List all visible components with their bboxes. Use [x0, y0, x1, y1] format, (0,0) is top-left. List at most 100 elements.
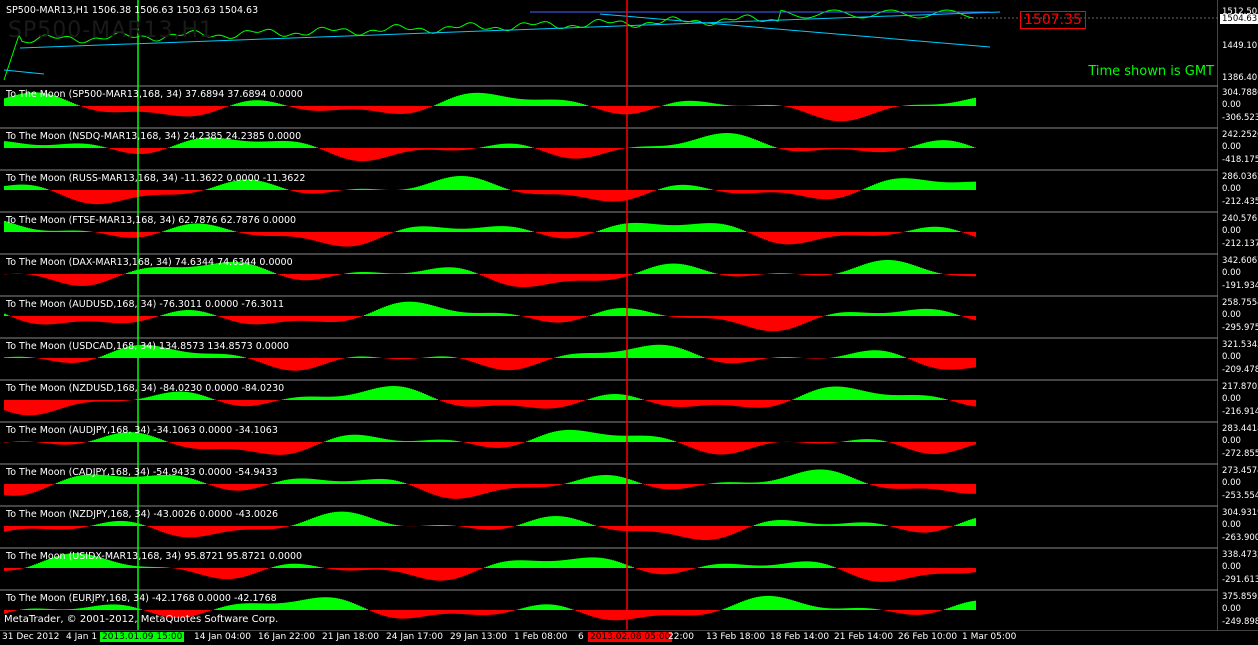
histogram-bar [912, 395, 914, 400]
histogram-bar [460, 268, 462, 274]
histogram-bar [258, 358, 260, 362]
histogram-bar [942, 140, 944, 148]
histogram-bar [332, 358, 334, 361]
histogram-bar [722, 482, 724, 484]
histogram-bar [120, 521, 122, 526]
histogram-bar [970, 274, 972, 276]
histogram-bar [460, 148, 462, 150]
histogram-bar [4, 526, 6, 532]
histogram-bar [474, 358, 476, 363]
histogram-bar [672, 316, 674, 317]
histogram-bar [46, 442, 48, 443]
histogram-bar [374, 479, 376, 484]
histogram-bar [380, 387, 382, 400]
histogram-bar [272, 316, 274, 323]
histogram-bar [108, 316, 110, 323]
histogram-bar [134, 316, 136, 322]
histogram-bar [904, 311, 906, 316]
histogram-bar [262, 232, 264, 236]
histogram-bar [94, 190, 96, 204]
histogram-bar [614, 274, 616, 279]
histogram-bar [400, 387, 402, 400]
histogram-bar [692, 140, 694, 148]
histogram-bar [684, 442, 686, 445]
histogram-bar [122, 106, 124, 112]
histogram-bar [742, 274, 744, 276]
histogram-bar [472, 358, 474, 362]
histogram-bar [418, 271, 420, 274]
histogram-bar [98, 357, 100, 358]
histogram-bar [336, 148, 338, 156]
histogram-bar [830, 106, 832, 120]
histogram-bar [192, 479, 194, 484]
histogram-bar [230, 484, 232, 490]
histogram-bar [862, 232, 864, 236]
histogram-bar [684, 101, 686, 106]
histogram-bar [384, 479, 386, 484]
histogram-bar [694, 139, 696, 148]
histogram-bar [488, 358, 490, 367]
histogram-bar [54, 526, 56, 530]
histogram-bar [96, 524, 98, 526]
histogram-bar [190, 353, 192, 358]
histogram-bar [916, 358, 918, 362]
histogram-bar [310, 442, 312, 447]
histogram-bar [102, 356, 104, 358]
histogram-bar [440, 179, 442, 190]
histogram-bar [578, 316, 580, 319]
histogram-bar [250, 358, 252, 359]
histogram-bar [448, 440, 450, 442]
histogram-bar [878, 440, 880, 442]
histogram-bar [570, 400, 572, 405]
histogram-bar [364, 315, 366, 316]
histogram-bar [150, 316, 152, 319]
histogram-bar [906, 442, 908, 448]
histogram-bar [78, 190, 80, 201]
histogram-bar [200, 395, 202, 400]
histogram-bar [936, 227, 938, 232]
histogram-bar [68, 316, 70, 322]
histogram-bar [724, 316, 726, 320]
histogram-bar [478, 400, 480, 407]
histogram-bar [916, 229, 918, 232]
histogram-bar [354, 435, 356, 442]
histogram-bar [688, 224, 690, 232]
histogram-bar [948, 358, 950, 370]
histogram-bar [318, 397, 320, 400]
histogram-bar [554, 400, 556, 408]
histogram-bar [664, 105, 666, 106]
histogram-bar [36, 316, 38, 324]
histogram-bar [944, 311, 946, 316]
histogram-bar [332, 397, 334, 400]
histogram-bar [834, 313, 836, 316]
histogram-bar [254, 358, 256, 361]
histogram-bar [520, 190, 522, 192]
histogram-bar [864, 106, 866, 117]
histogram-bar [270, 232, 272, 236]
histogram-bar [872, 106, 874, 114]
histogram-bar [32, 526, 34, 529]
histogram-bar [806, 393, 808, 400]
histogram-bar [58, 231, 60, 232]
histogram-bar [78, 442, 80, 444]
histogram-bar [958, 274, 960, 276]
histogram-bar [684, 350, 686, 358]
histogram-bar [588, 432, 590, 442]
histogram-bar [928, 442, 930, 454]
histogram-bar [932, 309, 934, 316]
histogram-bar [288, 479, 290, 484]
histogram-bar [886, 148, 888, 152]
histogram-bar [406, 388, 408, 400]
histogram-bar [294, 358, 296, 371]
histogram-bar [638, 272, 640, 274]
histogram-bar [960, 274, 962, 276]
histogram-bar [192, 442, 194, 448]
histogram-bar [650, 268, 652, 274]
histogram-bar [498, 442, 500, 448]
histogram-bar [268, 316, 270, 324]
histogram-bar [98, 524, 100, 526]
histogram-bar [890, 260, 892, 274]
histogram-bar [686, 400, 688, 407]
histogram-bar [694, 316, 696, 318]
histogram-bar [180, 311, 182, 316]
